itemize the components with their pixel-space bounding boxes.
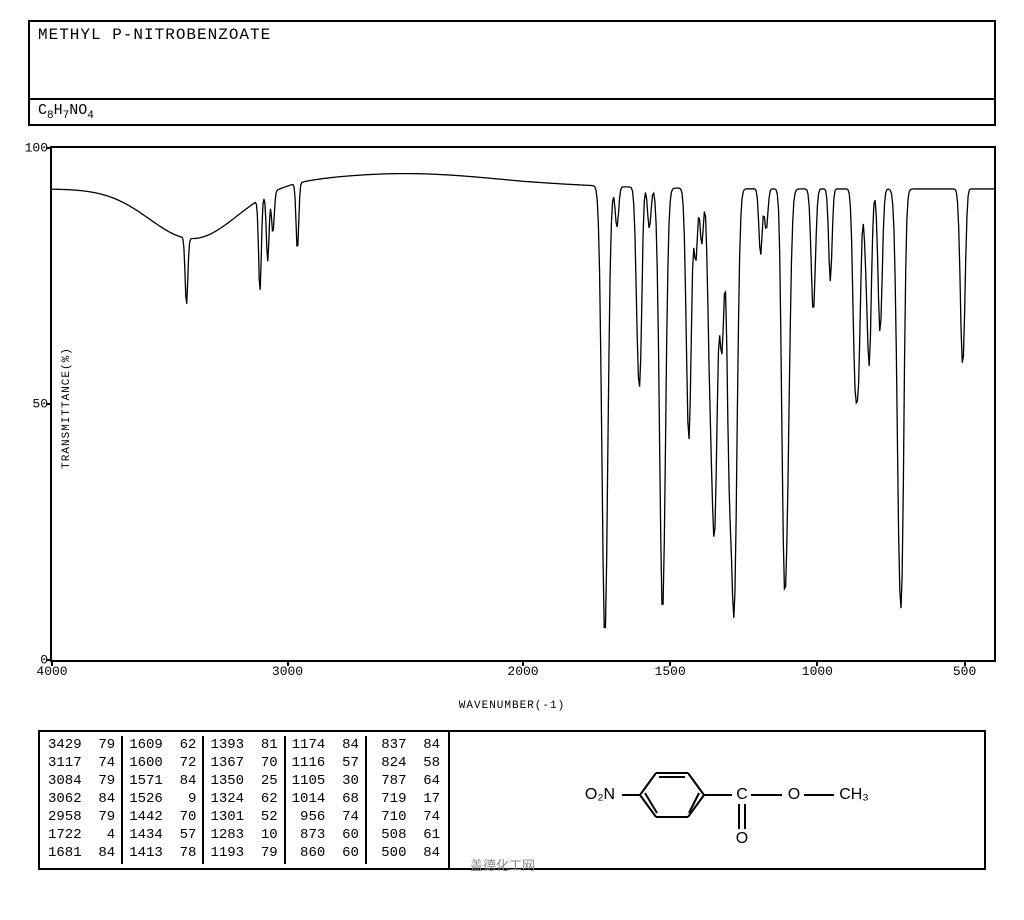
structure-label: O₂N xyxy=(585,786,615,803)
formula-box: C8H7NO4 xyxy=(28,100,996,126)
peak-row: 3062 84 xyxy=(48,790,115,808)
x-tick-mark xyxy=(522,660,524,666)
structure-label: C xyxy=(736,786,748,803)
peak-row: 1393 81 xyxy=(210,736,277,754)
molecular-structure: O₂N C O O CH₃ xyxy=(448,732,984,868)
peak-row: 1193 79 xyxy=(210,844,277,862)
molecular-formula: C8H7NO4 xyxy=(38,102,94,119)
peak-row: 1283 10 xyxy=(210,826,277,844)
peak-table: 3429 793117 743084 793062 842958 791722 … xyxy=(40,732,448,868)
peak-row: 3429 79 xyxy=(48,736,115,754)
peak-row: 1324 62 xyxy=(210,790,277,808)
peak-row: 1301 52 xyxy=(210,808,277,826)
x-tick-label: 500 xyxy=(953,664,976,679)
x-tick-mark xyxy=(964,660,966,666)
bond-line xyxy=(640,773,656,795)
peak-column: 837 84 824 58 787 64 719 17 710 74 508 6… xyxy=(367,736,446,864)
peak-row: 837 84 xyxy=(373,736,440,754)
structure-label: CH₃ xyxy=(839,786,869,803)
peak-row: 1609 62 xyxy=(129,736,196,754)
peak-row: 3084 79 xyxy=(48,772,115,790)
peak-row: 1571 84 xyxy=(129,772,196,790)
x-tick-label: 2000 xyxy=(507,664,538,679)
ir-spectrum-chart: TRANSMITTANCE(%) 05010040003000200015001… xyxy=(28,134,996,682)
structure-svg: O₂N C O O CH₃ xyxy=(547,740,887,860)
x-tick-mark xyxy=(287,660,289,666)
spectrum-path xyxy=(52,174,994,628)
peak-column: 1174 841116 571105 301014 68 956 74 873 … xyxy=(286,736,367,864)
peak-row: 1014 68 xyxy=(292,790,359,808)
y-tick-mark xyxy=(46,147,52,149)
peak-row: 1442 70 xyxy=(129,808,196,826)
compound-title: METHYL P-NITROBENZOATE xyxy=(38,26,271,44)
peak-row: 787 64 xyxy=(373,772,440,790)
plot-box: 05010040003000200015001000500 xyxy=(50,146,996,662)
peak-row: 956 74 xyxy=(292,808,359,826)
peak-row: 1600 72 xyxy=(129,754,196,772)
x-tick-label: 3000 xyxy=(272,664,303,679)
peak-row: 3117 74 xyxy=(48,754,115,772)
x-tick-label: 1500 xyxy=(655,664,686,679)
structure-label: O xyxy=(736,830,748,847)
peak-column: 1393 811367 701350 251324 621301 521283 … xyxy=(204,736,285,864)
peak-row: 1681 84 xyxy=(48,844,115,862)
x-axis-label: WAVENUMBER(-1) xyxy=(459,700,565,712)
peak-row: 860 60 xyxy=(292,844,359,862)
peak-row: 719 17 xyxy=(373,790,440,808)
peak-data-section: 3429 793117 743084 793062 842958 791722 … xyxy=(38,730,986,870)
x-tick-mark xyxy=(816,660,818,666)
x-tick-label: 1000 xyxy=(802,664,833,679)
peak-row: 1413 78 xyxy=(129,844,196,862)
peak-row: 1526 9 xyxy=(129,790,196,808)
peak-row: 2958 79 xyxy=(48,808,115,826)
peak-row: 1722 4 xyxy=(48,826,115,844)
peak-column: 1609 621600 721571 841526 91442 701434 5… xyxy=(123,736,204,864)
x-tick-mark xyxy=(51,660,53,666)
y-tick-label: 100 xyxy=(25,141,48,156)
peak-row: 1105 30 xyxy=(292,772,359,790)
peak-row: 824 58 xyxy=(373,754,440,772)
bond-line xyxy=(688,773,704,795)
peak-row: 1434 57 xyxy=(129,826,196,844)
structure-label: O xyxy=(788,786,800,803)
x-tick-label: 4000 xyxy=(36,664,67,679)
x-tick-mark xyxy=(669,660,671,666)
peak-row: 500 84 xyxy=(373,844,440,862)
peak-row: 710 74 xyxy=(373,808,440,826)
peak-row: 1116 57 xyxy=(292,754,359,772)
peak-column: 3429 793117 743084 793062 842958 791722 … xyxy=(42,736,123,864)
peak-row: 508 61 xyxy=(373,826,440,844)
spectrum-line xyxy=(52,148,994,660)
title-box: METHYL P-NITROBENZOATE xyxy=(28,20,996,100)
y-tick-mark xyxy=(46,403,52,405)
peak-row: 1350 25 xyxy=(210,772,277,790)
peak-row: 1174 84 xyxy=(292,736,359,754)
peak-row: 1367 70 xyxy=(210,754,277,772)
peak-row: 873 60 xyxy=(292,826,359,844)
